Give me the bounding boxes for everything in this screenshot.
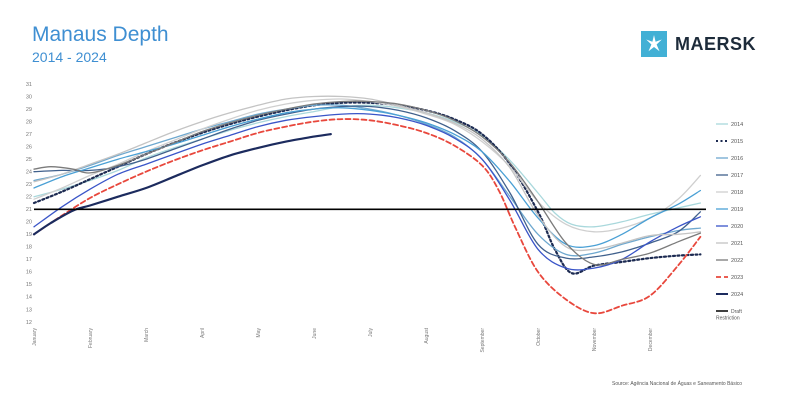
source-note: Source: Agência Nacional de Águas e Sane… <box>612 381 743 387</box>
y-tick-label: 14 <box>26 295 32 301</box>
legend-label-2019: 2019 <box>731 207 743 213</box>
y-tick-label: 13 <box>26 307 32 313</box>
legend-label-2020: 2020 <box>731 224 743 230</box>
series-line-2018 <box>33 98 702 233</box>
y-tick-label: 28 <box>26 119 32 125</box>
series-line-2023 <box>33 118 702 315</box>
logo-text: MAERSK <box>675 33 757 54</box>
y-tick-label: 30 <box>26 94 32 100</box>
y-tick-label: 22 <box>26 195 32 201</box>
x-tick-label: September <box>480 328 486 353</box>
legend-label-2018: 2018 <box>731 190 743 196</box>
legend-label-restriction: Restriction <box>716 316 740 322</box>
y-tick-label: 12 <box>26 320 32 326</box>
legend-label-2021: 2021 <box>731 241 743 247</box>
legend-label-2024: 2024 <box>731 292 743 298</box>
series-line-2021 <box>33 95 702 252</box>
maersk-logo: MAERSK <box>641 31 756 57</box>
x-tick-label: February <box>88 328 94 349</box>
x-tick-label: April <box>200 328 206 338</box>
star-icon <box>641 31 667 57</box>
series-line-2019 <box>33 107 702 248</box>
x-tick-label: January <box>32 328 38 346</box>
legend-label-2017: 2017 <box>731 173 743 179</box>
series-line-2022 <box>33 100 702 266</box>
y-tick-label: 21 <box>26 207 32 213</box>
series-line-2016 <box>33 104 702 257</box>
x-tick-label: July <box>368 328 374 337</box>
y-tick-label: 29 <box>26 107 32 113</box>
legend-label-2022: 2022 <box>731 258 743 264</box>
legend-label-2014: 2014 <box>731 122 743 128</box>
y-tick-label: 18 <box>26 245 32 251</box>
x-tick-label: December <box>648 328 654 351</box>
legend-label-2015: 2015 <box>731 139 743 145</box>
series-line-2014 <box>33 104 702 228</box>
y-tick-label: 26 <box>26 144 32 150</box>
x-tick-label: October <box>536 328 542 346</box>
y-tick-label: 31 <box>26 82 32 88</box>
series-line-2024 <box>32 133 332 236</box>
y-tick-label: 20 <box>26 220 32 226</box>
series-line-2017 <box>33 105 702 260</box>
y-tick-label: 23 <box>26 182 32 188</box>
x-tick-label: November <box>592 328 598 351</box>
y-tick-label: 19 <box>26 232 32 238</box>
y-tick-label: 24 <box>26 169 32 175</box>
chart-title: Manaus Depth <box>32 23 169 46</box>
chart-subtitle: 2014 - 2024 <box>32 49 107 65</box>
y-tick-label: 25 <box>26 157 32 163</box>
legend-label-draft: Draft <box>731 309 742 315</box>
legend-label-2023: 2023 <box>731 275 743 281</box>
y-tick-label: 17 <box>26 257 32 263</box>
y-tick-label: 15 <box>26 282 32 288</box>
x-tick-label: June <box>312 328 318 339</box>
y-tick-label: 16 <box>26 270 32 276</box>
y-tick-label: 27 <box>26 132 32 138</box>
legend-label-2016: 2016 <box>731 156 743 162</box>
x-tick-label: March <box>144 328 150 342</box>
series-line-2015 <box>32 101 702 275</box>
series-line-2020 <box>33 113 702 271</box>
x-tick-label: August <box>424 327 430 343</box>
x-tick-label: May <box>256 328 262 338</box>
